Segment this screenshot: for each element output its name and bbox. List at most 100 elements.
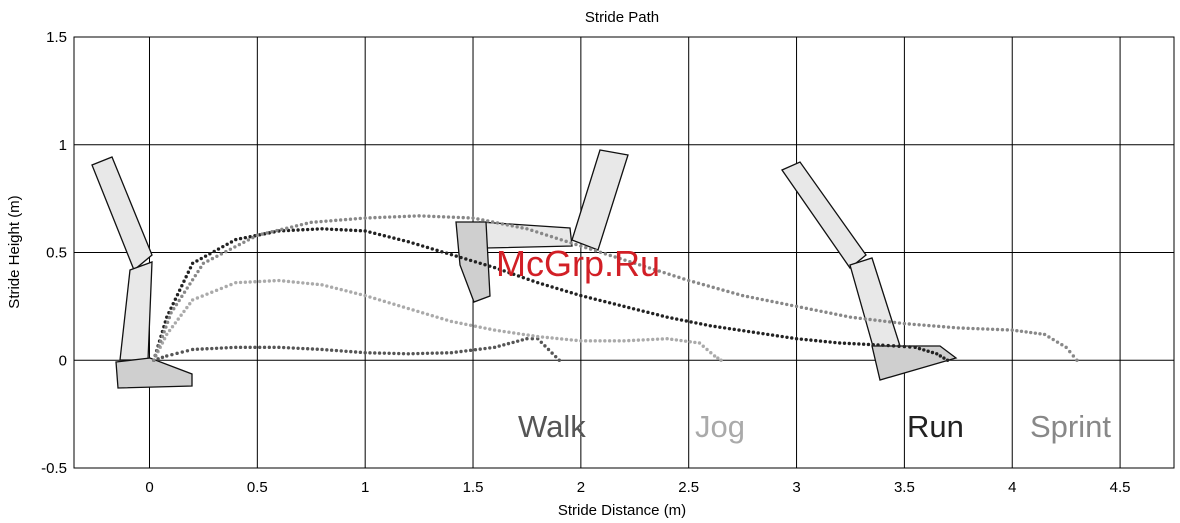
- data-point: [636, 308, 641, 312]
- data-point: [703, 323, 708, 327]
- data-point: [876, 343, 880, 347]
- data-point: [688, 340, 692, 344]
- data-point: [761, 331, 765, 336]
- data-point: [718, 325, 722, 329]
- data-point: [286, 346, 291, 350]
- data-point: [897, 344, 901, 348]
- data-point: [902, 344, 907, 349]
- data-point: [334, 218, 338, 223]
- data-point: [435, 315, 439, 319]
- data-point: [689, 320, 693, 324]
- data-point: [697, 341, 702, 345]
- data-point: [646, 337, 650, 342]
- series-jog: [152, 278, 723, 362]
- data-point: [478, 325, 482, 329]
- data-point: [545, 283, 550, 288]
- data-point: [526, 333, 530, 337]
- data-point: [951, 325, 956, 330]
- data-point: [481, 218, 485, 222]
- data-point: [162, 337, 167, 341]
- data-point: [1029, 330, 1033, 335]
- data-point: [838, 313, 843, 317]
- data-point: [304, 221, 309, 226]
- data-point: [564, 239, 568, 244]
- data-point: [338, 218, 343, 222]
- data-point: [315, 282, 319, 287]
- data-point: [286, 279, 291, 284]
- thigh-shape: [91, 156, 153, 272]
- data-point: [392, 215, 397, 219]
- data-point: [502, 329, 506, 334]
- x-tick-label: 2: [577, 479, 585, 496]
- data-point: [155, 349, 159, 353]
- data-point: [500, 222, 505, 226]
- data-point: [1038, 332, 1042, 336]
- data-point: [320, 283, 324, 287]
- thigh-shape: [781, 161, 867, 269]
- data-point: [185, 349, 190, 353]
- data-point: [430, 247, 434, 251]
- data-point: [726, 289, 730, 294]
- data-point: [471, 216, 475, 220]
- data-point: [971, 326, 975, 331]
- data-point: [430, 314, 434, 318]
- data-point: [536, 334, 540, 339]
- data-point: [476, 217, 480, 221]
- data-point: [170, 325, 175, 329]
- data-point: [693, 340, 697, 345]
- data-point: [459, 349, 463, 354]
- data-point: [358, 292, 363, 297]
- data-point: [349, 290, 353, 294]
- data-point: [740, 293, 745, 298]
- data-point: [203, 254, 208, 258]
- data-point: [878, 318, 882, 323]
- data-point: [603, 252, 608, 256]
- x-tick-label: 1: [361, 479, 369, 496]
- data-point: [579, 293, 583, 298]
- data-point: [201, 261, 206, 265]
- data-point: [588, 247, 593, 251]
- data-point: [818, 339, 823, 343]
- data-point: [823, 339, 828, 344]
- data-point: [248, 280, 252, 284]
- data-point: [607, 339, 612, 343]
- data-point: [373, 296, 377, 301]
- data-point: [219, 286, 224, 291]
- data-point: [691, 280, 696, 284]
- data-point: [267, 279, 272, 283]
- data-point: [344, 289, 348, 293]
- x-tick-label: 3: [792, 479, 800, 496]
- data-point: [603, 299, 607, 304]
- series-label-walk: Walk: [518, 409, 586, 444]
- data-point: [583, 295, 588, 299]
- data-point: [238, 280, 243, 285]
- data-point: [677, 275, 681, 280]
- data-point: [873, 318, 877, 322]
- watermark: McGrp.Ru: [496, 243, 660, 284]
- data-point: [588, 296, 593, 300]
- data-point: [216, 247, 221, 251]
- data-point: [1071, 354, 1076, 358]
- data-point: [651, 337, 655, 342]
- data-point: [554, 236, 559, 240]
- data-point: [363, 351, 367, 355]
- data-point: [887, 320, 892, 324]
- data-point: [526, 277, 530, 282]
- data-point: [427, 214, 431, 218]
- data-point: [392, 351, 396, 356]
- data-point: [435, 351, 439, 355]
- data-point: [258, 345, 262, 350]
- data-point: [814, 338, 818, 343]
- data-point: [190, 298, 195, 302]
- data-point: [169, 311, 173, 315]
- data-point: [765, 298, 769, 303]
- data-point: [267, 345, 272, 350]
- data-point: [1005, 328, 1010, 332]
- data-point: [159, 339, 163, 343]
- data-point: [406, 240, 411, 244]
- data-point: [1064, 345, 1068, 350]
- data-point: [180, 350, 184, 354]
- data-point: [516, 274, 521, 278]
- data-point: [243, 345, 248, 350]
- data-point: [378, 215, 382, 220]
